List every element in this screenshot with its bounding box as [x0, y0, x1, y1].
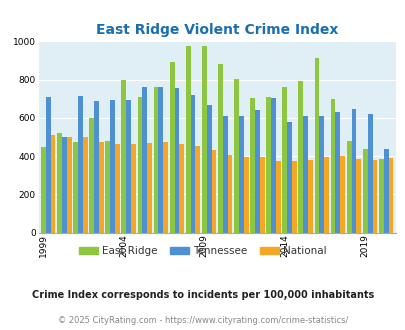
Bar — [78, 96, 83, 233]
Bar — [259, 157, 264, 233]
Bar — [57, 133, 62, 233]
Bar — [131, 144, 136, 233]
Bar — [153, 87, 158, 233]
Bar — [234, 79, 239, 233]
Bar — [105, 141, 110, 233]
Bar — [163, 142, 168, 233]
Bar — [126, 100, 131, 233]
Bar — [271, 98, 275, 233]
Bar — [227, 155, 232, 233]
Bar — [282, 87, 286, 233]
Bar — [73, 142, 78, 233]
Bar — [62, 137, 66, 233]
Bar — [195, 146, 200, 233]
Bar — [254, 110, 259, 233]
Bar — [169, 62, 174, 233]
Text: Crime Index corresponds to incidents per 100,000 inhabitants: Crime Index corresponds to incidents per… — [32, 290, 373, 300]
Bar — [94, 101, 99, 233]
Bar — [298, 82, 303, 233]
Bar — [174, 88, 179, 233]
Bar — [314, 58, 319, 233]
Bar — [335, 112, 339, 233]
Bar — [372, 160, 376, 233]
Bar — [383, 149, 388, 233]
Bar — [239, 116, 243, 233]
Bar — [66, 137, 71, 233]
Bar — [147, 143, 151, 233]
Bar — [324, 157, 328, 233]
Bar — [185, 46, 190, 233]
Bar — [89, 118, 94, 233]
Bar — [367, 114, 372, 233]
Bar — [388, 158, 392, 233]
Bar — [211, 150, 216, 233]
Bar — [201, 46, 206, 233]
Bar — [356, 159, 360, 233]
Bar — [303, 116, 307, 233]
Bar — [222, 116, 227, 233]
Bar — [266, 97, 271, 233]
Bar — [51, 135, 55, 233]
Bar — [243, 157, 248, 233]
Bar — [190, 95, 195, 233]
Bar — [319, 116, 324, 233]
Bar — [249, 98, 254, 233]
Bar — [217, 64, 222, 233]
Bar — [346, 141, 351, 233]
Bar — [46, 97, 51, 233]
Bar — [158, 87, 163, 233]
Bar — [115, 144, 119, 233]
Bar — [121, 80, 126, 233]
Bar — [142, 87, 147, 233]
Bar — [339, 156, 344, 233]
Bar — [351, 109, 356, 233]
Bar — [378, 159, 383, 233]
Bar — [362, 149, 367, 233]
Bar — [99, 142, 104, 233]
Bar — [330, 99, 335, 233]
Bar — [110, 100, 115, 233]
Bar — [291, 161, 296, 233]
Legend: East Ridge, Tennessee, National: East Ridge, Tennessee, National — [75, 242, 330, 260]
Bar — [41, 147, 46, 233]
Bar — [286, 122, 291, 233]
Bar — [275, 161, 280, 233]
Bar — [206, 105, 211, 233]
Bar — [83, 137, 87, 233]
Title: East Ridge Violent Crime Index: East Ridge Violent Crime Index — [96, 23, 337, 37]
Text: © 2025 CityRating.com - https://www.cityrating.com/crime-statistics/: © 2025 CityRating.com - https://www.city… — [58, 316, 347, 325]
Bar — [137, 97, 142, 233]
Bar — [179, 144, 184, 233]
Bar — [307, 160, 312, 233]
